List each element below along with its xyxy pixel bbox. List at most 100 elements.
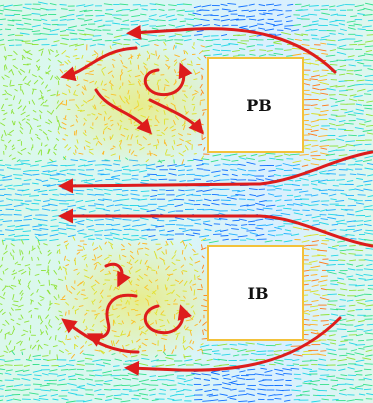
- velocity-vector: [248, 9, 257, 12]
- ib-block: [207, 245, 304, 341]
- velocity-vector: [267, 193, 275, 196]
- velocity-vector: [31, 202, 40, 205]
- velocity-vector: [292, 359, 300, 362]
- velocity-vector: [85, 393, 94, 396]
- velocity-vector: [348, 253, 356, 255]
- velocity-vector: [129, 390, 139, 392]
- velocity-vector: [11, 120, 15, 126]
- velocity-vector: [17, 139, 21, 142]
- velocity-vector: [174, 198, 185, 201]
- velocity-vector: [223, 377, 231, 380]
- velocity-vector: [365, 304, 373, 307]
- velocity-vector: [287, 204, 294, 206]
- velocity-vector: [148, 14, 157, 17]
- velocity-vector: [0, 4, 5, 7]
- velocity-vector: [30, 164, 39, 167]
- velocity-vector: [237, 343, 248, 346]
- velocity-vector: [292, 163, 300, 167]
- velocity-vector: [329, 127, 337, 130]
- velocity-vector: [353, 95, 363, 98]
- velocity-vector: [285, 15, 292, 18]
- velocity-vector: [7, 133, 12, 136]
- velocity-vector: [111, 228, 122, 232]
- velocity-vector: [104, 379, 113, 383]
- velocity-vector: [30, 292, 34, 297]
- velocity-vector: [365, 349, 373, 353]
- velocity-vector: [257, 18, 265, 21]
- velocity-vector: [121, 173, 131, 175]
- velocity-vector: [59, 30, 67, 33]
- velocity-vector: [312, 84, 321, 87]
- velocity-vector: [83, 234, 94, 238]
- velocity-vector: [349, 94, 357, 97]
- velocity-vector: [317, 364, 328, 367]
- velocity-vector: [22, 6, 31, 10]
- velocity-vector: [77, 18, 85, 20]
- velocity-vector: [76, 363, 85, 366]
- velocity-vector: [275, 372, 285, 376]
- velocity-vector: [5, 244, 8, 250]
- velocity-vector: [320, 152, 330, 156]
- velocity-vector: [24, 42, 34, 45]
- velocity-vector: [25, 50, 31, 54]
- velocity-vector: [32, 354, 41, 358]
- velocity-vector: [72, 235, 76, 241]
- velocity-vector: [311, 223, 321, 226]
- velocity-vector: [11, 239, 21, 242]
- velocity-vector: [14, 177, 22, 180]
- velocity-vector: [67, 234, 76, 238]
- velocity-vector: [364, 258, 373, 262]
- velocity-vector: [202, 220, 211, 223]
- velocity-vector: [158, 229, 165, 232]
- velocity-vector: [247, 208, 255, 212]
- velocity-vector: [0, 368, 6, 371]
- velocity-vector: [32, 369, 43, 373]
- velocity-vector: [19, 249, 21, 256]
- velocity-vector: [51, 44, 58, 47]
- velocity-vector: [273, 350, 282, 352]
- velocity-vector: [294, 378, 302, 380]
- velocity-vector: [94, 229, 104, 233]
- velocity-vector: [47, 259, 51, 264]
- velocity-vector: [89, 374, 96, 377]
- velocity-vector: [311, 200, 320, 203]
- velocity-vector: [274, 195, 283, 197]
- velocity-vector: [109, 232, 120, 236]
- velocity-vector: [311, 340, 321, 343]
- velocity-vector: [202, 163, 210, 165]
- velocity-vector: [337, 364, 348, 366]
- velocity-vector: [364, 107, 373, 110]
- velocity-vector: [357, 61, 365, 65]
- velocity-vector: [327, 339, 337, 342]
- velocity-vector: [340, 288, 348, 291]
- velocity-vector: [95, 14, 105, 17]
- velocity-vector: [111, 223, 121, 227]
- velocity-vector: [320, 288, 327, 291]
- velocity-vector: [363, 93, 372, 95]
- velocity-vector: [294, 188, 303, 191]
- velocity-vector: [21, 292, 24, 296]
- velocity-vector: [222, 24, 229, 27]
- velocity-vector: [22, 105, 27, 111]
- velocity-vector: [84, 163, 93, 167]
- velocity-vector: [249, 34, 257, 38]
- velocity-vector: [338, 32, 345, 35]
- velocity-vector: [221, 49, 231, 52]
- velocity-vector: [326, 88, 336, 91]
- velocity-vector: [39, 250, 42, 255]
- velocity-vector: [3, 250, 8, 255]
- velocity-vector: [293, 195, 302, 198]
- velocity-vector: [292, 167, 301, 170]
- velocity-vector: [50, 75, 54, 81]
- velocity-vector: [77, 360, 85, 363]
- velocity-vector: [39, 295, 45, 299]
- velocity-vector: [92, 39, 103, 42]
- velocity-vector: [344, 383, 354, 386]
- velocity-vector: [138, 205, 148, 207]
- velocity-vector: [320, 275, 328, 277]
- velocity-vector: [328, 193, 337, 197]
- velocity-vector: [325, 237, 336, 241]
- velocity-vector: [248, 3, 255, 6]
- velocity-vector: [338, 392, 348, 396]
- velocity-vector: [13, 384, 23, 387]
